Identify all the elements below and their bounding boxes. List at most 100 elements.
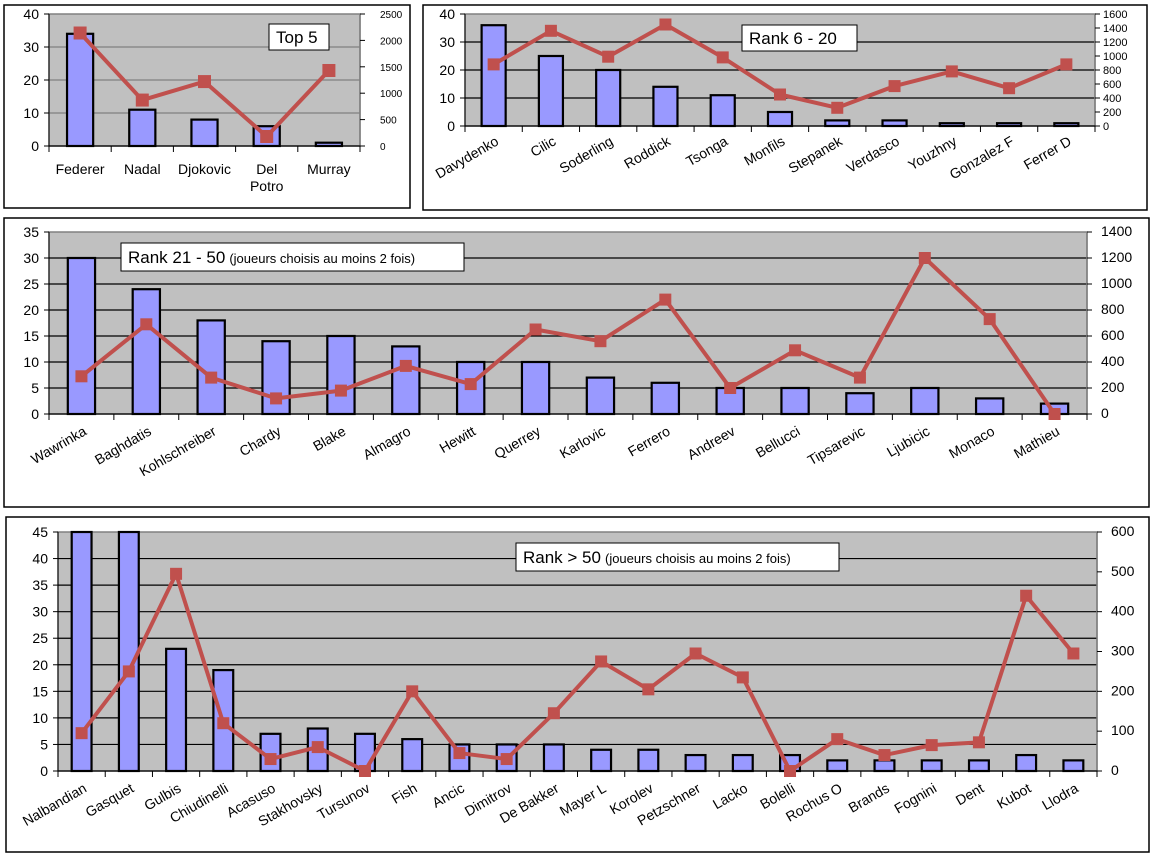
chart-title-box [515, 542, 840, 572]
y2-tick-label: 200 [1101, 379, 1125, 395]
y-tick-label: 5 [31, 380, 39, 396]
y2-tick-label: 200 [1111, 682, 1135, 698]
bar [585, 376, 616, 416]
y2-tick-label: 400 [1103, 93, 1121, 105]
line-marker [260, 129, 274, 143]
line-series [80, 256, 1057, 416]
y2-tick-label: 1200 [1101, 249, 1132, 265]
y2-tick-label: 100 [1111, 722, 1135, 738]
bar [70, 530, 93, 773]
x-category-label-line: Del [256, 161, 277, 177]
chart-title: Rank 21 - 50 (joueurs choisis au moins 2 … [128, 248, 415, 267]
line-marker [595, 655, 608, 668]
y-tick-label: 0 [447, 118, 455, 134]
bar [131, 288, 162, 416]
bar [595, 68, 622, 128]
line-marker [122, 665, 135, 678]
bar [520, 360, 551, 416]
line-marker [464, 378, 477, 391]
x-category-label-line: Potro [250, 178, 284, 194]
line-marker [270, 392, 283, 405]
y-tick-label: 40 [23, 6, 39, 22]
bar [117, 530, 140, 773]
x-category-label: Murray [307, 161, 351, 177]
bar [766, 110, 794, 128]
chart-title-main: Rank 6 - 20 [749, 29, 837, 48]
y-tick-label: 20 [32, 657, 48, 673]
bar [590, 748, 613, 773]
line-marker [724, 382, 737, 394]
bar [910, 386, 940, 416]
y-tick-label: 10 [439, 90, 455, 106]
y-tick-label: 40 [32, 551, 48, 567]
bar [190, 118, 219, 148]
line-marker [544, 24, 557, 37]
line-marker [1060, 58, 1073, 71]
y-tick-label: 20 [23, 72, 39, 88]
y2-tick-label: 2000 [380, 36, 403, 47]
bar [938, 122, 965, 128]
bar [637, 748, 660, 773]
line-marker [547, 707, 560, 720]
y-tick-label: 40 [439, 6, 455, 22]
chart-title-box [268, 23, 330, 51]
y-tick-label: 35 [23, 224, 39, 240]
y2-tick-label: 800 [1103, 65, 1121, 77]
line-marker [264, 753, 277, 766]
chart-title: Rank > 50 (joueurs choisis au moins 2 foi… [523, 548, 791, 567]
line-marker [1067, 647, 1080, 660]
chart-subtitle: (joueurs choisis au moins 2 fois) [605, 551, 791, 566]
y2-tick-label: 600 [1101, 327, 1125, 343]
y-tick-label: 10 [32, 710, 48, 726]
y-tick-label: 0 [31, 138, 39, 154]
y2-tick-label: 400 [1111, 603, 1135, 619]
y-tick-label: 15 [23, 328, 39, 344]
y2-tick-label: 0 [380, 142, 386, 153]
line-marker [487, 58, 500, 71]
line-marker [500, 753, 513, 766]
line-marker [831, 733, 844, 746]
bar [66, 256, 97, 416]
bar [1062, 759, 1085, 773]
y2-tick-label: 0 [1111, 762, 1119, 778]
line-marker [1048, 408, 1061, 420]
y2-tick-label: 600 [1103, 79, 1121, 91]
y-tick-label: 45 [32, 524, 48, 540]
line-marker [1020, 589, 1033, 602]
bar [314, 141, 344, 148]
line-marker [659, 18, 672, 31]
x-category-label: Nadal [124, 161, 161, 177]
line-marker [983, 313, 996, 326]
bar [480, 24, 507, 128]
line-marker [198, 75, 211, 89]
y2-tick-label: 500 [1111, 563, 1135, 579]
y-tick-label: 10 [23, 354, 39, 370]
line-marker [888, 80, 901, 93]
y2-tick-label: 1600 [1103, 9, 1127, 21]
y2-tick-label: 2500 [380, 10, 403, 21]
line-marker [217, 717, 230, 730]
line-marker [972, 736, 985, 749]
y2-tick-label: 600 [1111, 523, 1135, 539]
line-marker [322, 63, 336, 77]
chart-3: 051015202530350200400600800100012001400W… [3, 217, 1150, 508]
y-tick-label: 20 [23, 302, 39, 318]
y2-tick-label: 300 [1111, 643, 1135, 659]
bar [974, 397, 1005, 416]
line-marker [716, 51, 729, 64]
line-marker [358, 765, 371, 777]
chart-title-main: Top 5 [276, 28, 318, 47]
y2-tick-label: 1200 [1103, 37, 1127, 49]
y2-tick-label: 800 [1101, 301, 1125, 317]
chart-title-main: Rank 21 - 50 [128, 248, 225, 267]
bar [652, 85, 679, 128]
bar [780, 386, 810, 416]
bar [709, 94, 736, 128]
line-marker [602, 50, 615, 63]
bar [824, 119, 851, 128]
line-marker [406, 685, 419, 698]
line-marker [736, 671, 749, 684]
line-marker [334, 384, 347, 397]
x-category-label: Djokovic [178, 161, 231, 177]
line-marker [529, 323, 542, 336]
